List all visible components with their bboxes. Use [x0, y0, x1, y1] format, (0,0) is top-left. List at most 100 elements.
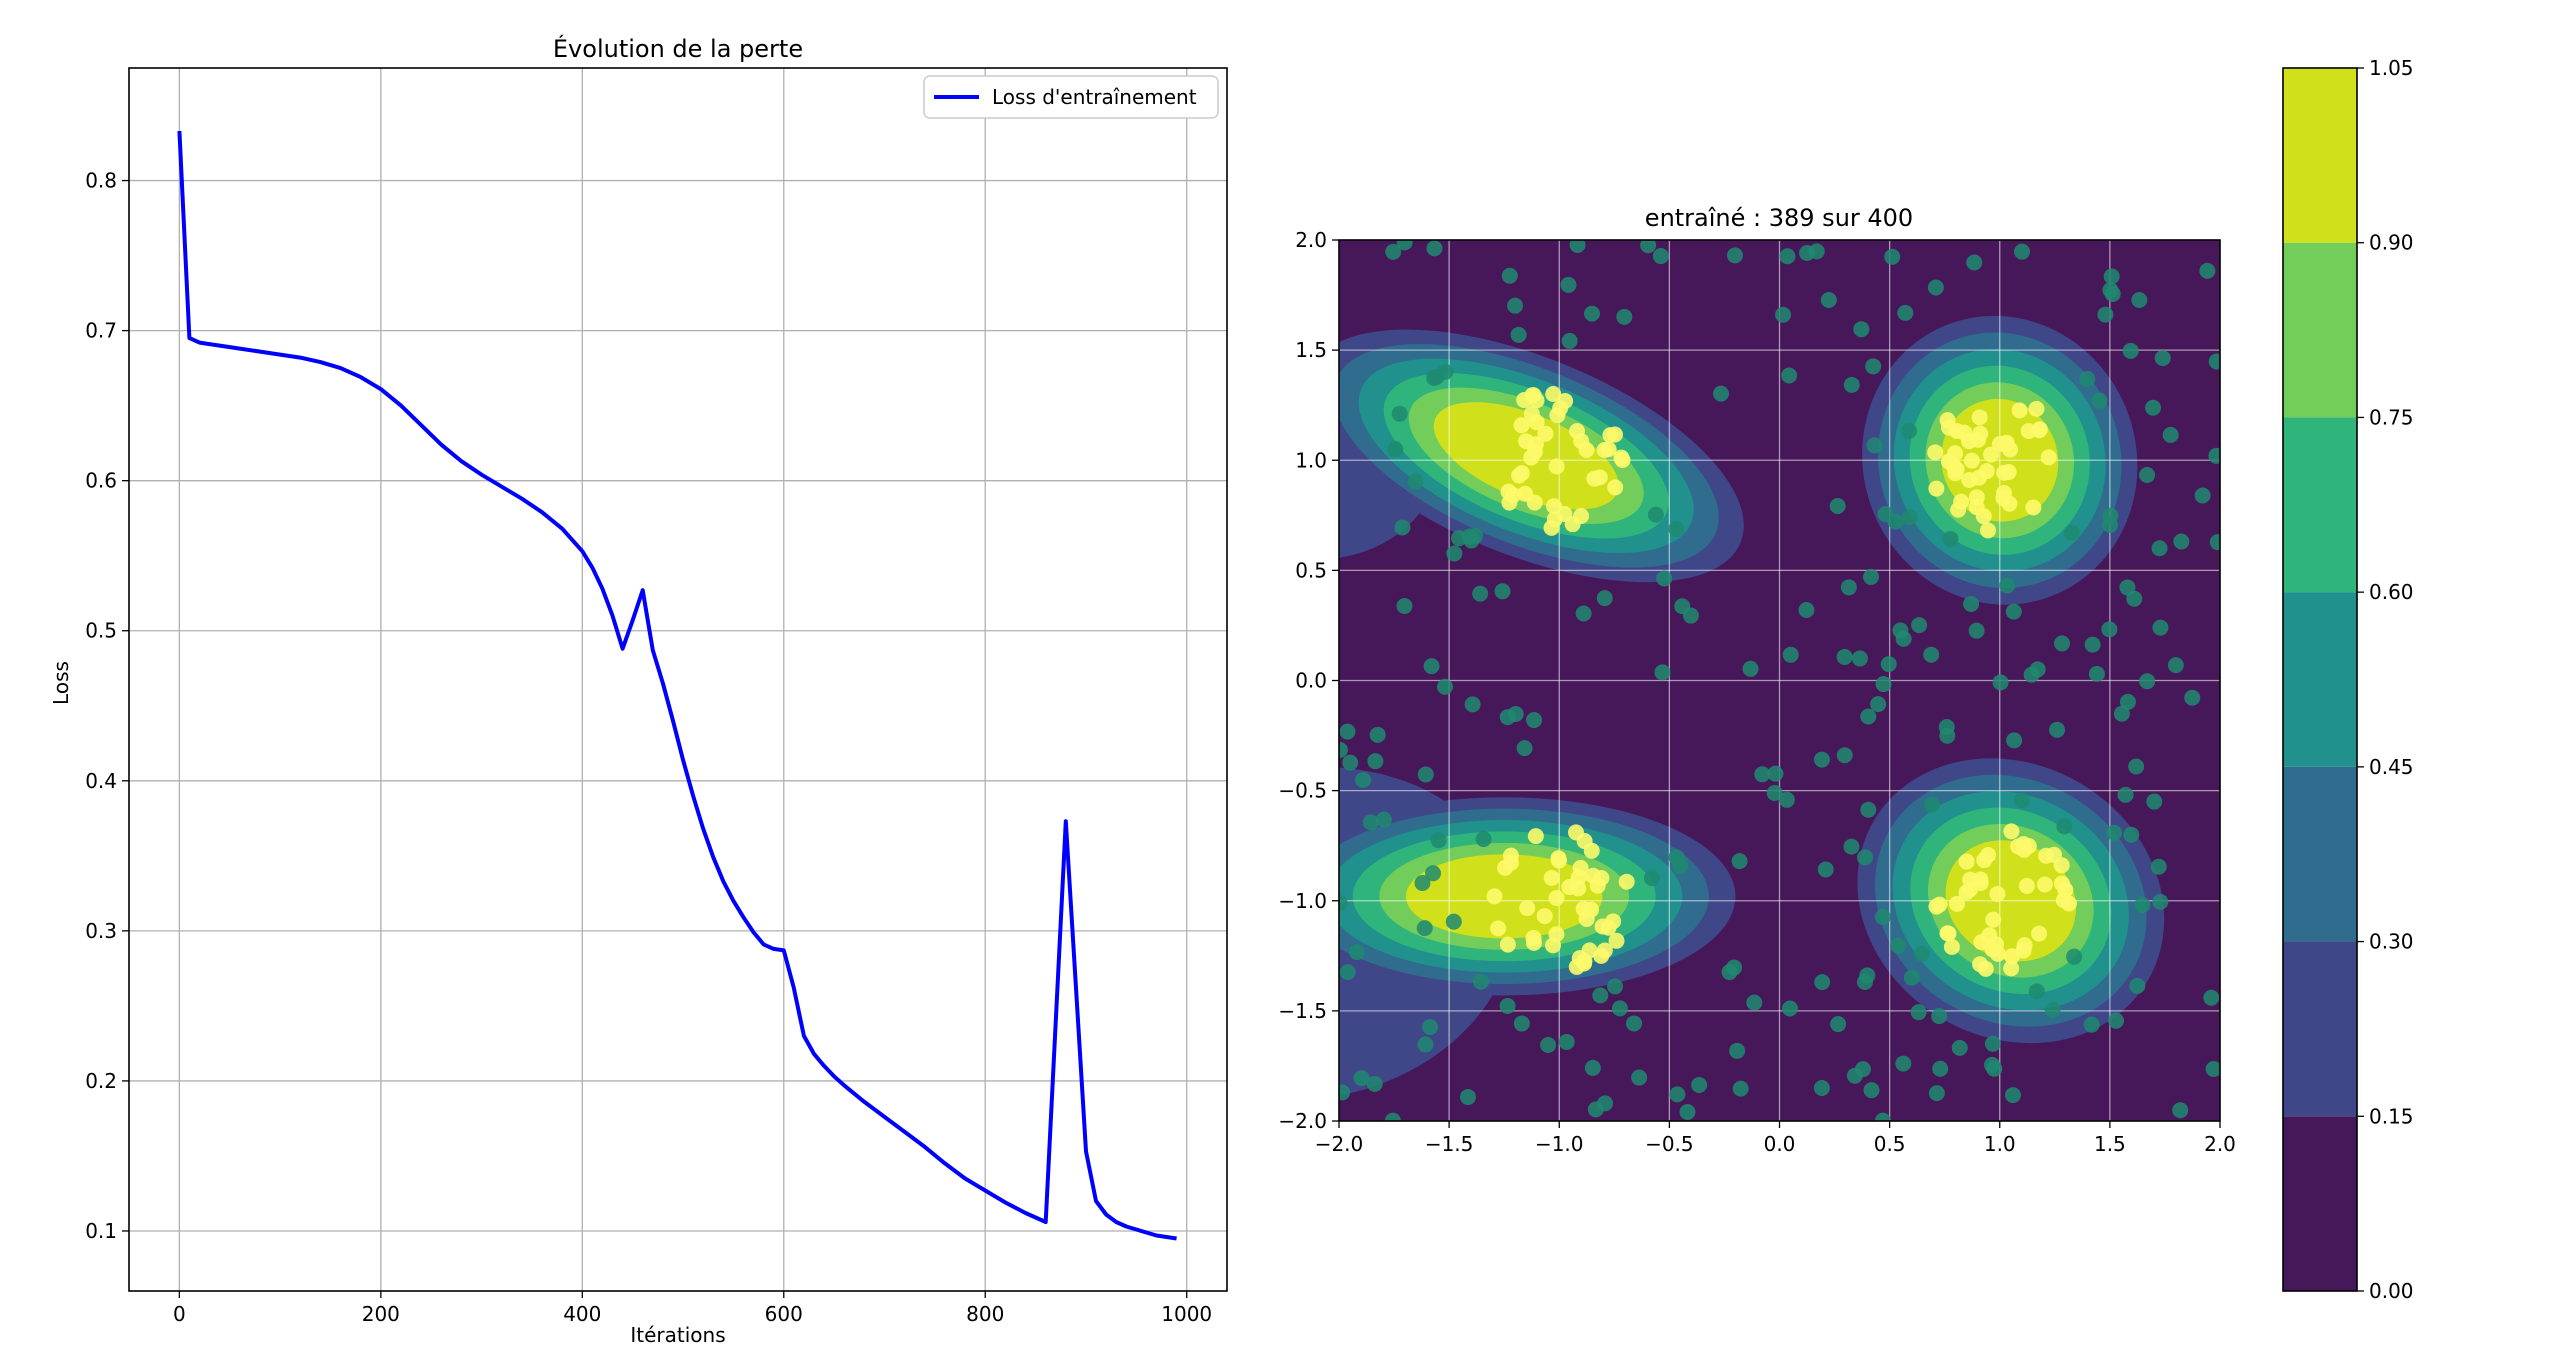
data-point-class-0	[2013, 243, 2030, 260]
data-point-class-1	[1523, 449, 1540, 466]
data-point-class-1	[2003, 960, 2020, 977]
data-point-class-1	[2015, 836, 2032, 853]
data-point-class-0	[1616, 308, 1633, 325]
data-point-class-0	[1391, 405, 1408, 422]
data-point-class-0	[1611, 1000, 1628, 1017]
data-point-class-0	[2083, 1016, 2100, 1033]
data-point-class-0	[1900, 423, 1917, 440]
map-x-tick-label: 2.0	[2204, 1132, 2236, 1156]
data-point-class-0	[1860, 708, 1877, 725]
data-point-class-0	[1669, 1086, 1686, 1103]
data-point-class-0	[1561, 332, 1578, 349]
data-point-class-1	[1970, 469, 1987, 486]
data-point-class-0	[1596, 590, 1613, 607]
data-point-class-1	[1513, 417, 1530, 434]
colorbar-band	[2283, 592, 2357, 767]
data-point-class-0	[2208, 353, 2220, 370]
data-point-class-0	[2088, 665, 2105, 682]
colorbar-band	[2283, 68, 2357, 243]
data-point-class-0	[2146, 793, 2163, 810]
data-point-class-0	[1931, 1008, 1948, 1025]
data-point-class-0	[1846, 1067, 1863, 1084]
data-point-class-0	[1992, 674, 2009, 691]
loss-y-label: Loss	[49, 661, 73, 705]
data-point-class-0	[1903, 969, 1920, 986]
data-point-class-0	[1575, 605, 1592, 622]
loss-y-tick-label: 0.3	[85, 919, 117, 943]
loss-x-tick-label: 200	[362, 1302, 400, 1326]
map-y-tick-label: −0.5	[1278, 779, 1327, 803]
data-point-class-1	[1607, 426, 1624, 443]
data-point-class-0	[1863, 1082, 1880, 1099]
data-point-class-0	[1362, 814, 1379, 831]
data-point-class-0	[1853, 321, 1870, 338]
data-point-class-0	[2209, 534, 2220, 551]
data-point-class-1	[1576, 955, 1593, 972]
data-point-class-0	[1923, 646, 1940, 663]
data-point-class-0	[1499, 997, 1516, 1014]
data-point-class-0	[1814, 974, 1831, 991]
data-point-class-1	[1958, 853, 1975, 870]
data-point-class-0	[2084, 636, 2101, 653]
data-point-class-1	[1985, 911, 2002, 928]
data-point-class-1	[1928, 480, 1945, 497]
data-point-class-0	[1569, 240, 1586, 254]
data-point-class-0	[1339, 723, 1356, 740]
data-point-class-1	[1525, 934, 1542, 951]
data-point-class-0	[1874, 1112, 1891, 1121]
data-point-class-0	[1652, 248, 1669, 265]
data-point-class-0	[1691, 1077, 1708, 1094]
colorbar-frame	[2282, 67, 2358, 1292]
data-point-class-0	[1781, 367, 1798, 384]
data-point-class-0	[1339, 895, 1348, 912]
data-point-class-0	[1526, 712, 1543, 729]
data-point-class-1	[1564, 516, 1581, 533]
data-point-class-1	[1614, 451, 1631, 468]
data-point-class-1	[2040, 449, 2057, 466]
data-point-class-0	[2173, 533, 2190, 550]
map-y-tick-label: 0.5	[1295, 558, 1327, 582]
data-point-class-0	[1942, 531, 1959, 548]
colorbar-band	[2283, 766, 2357, 942]
data-point-class-1	[1593, 947, 1610, 964]
data-point-class-0	[2172, 1102, 2189, 1119]
data-point-class-1	[1948, 422, 1965, 439]
data-point-class-0	[1732, 1080, 1749, 1097]
data-point-class-0	[2203, 989, 2220, 1006]
data-point-class-0	[1540, 1037, 1557, 1054]
data-point-class-0	[2113, 705, 2130, 722]
data-point-class-0	[1472, 973, 1489, 990]
data-point-class-0	[1654, 664, 1671, 681]
data-point-class-0	[2123, 826, 2140, 843]
data-point-class-0	[1369, 726, 1386, 743]
loss-x-tick-label: 0	[173, 1302, 186, 1326]
map-y-tick-label: −1.0	[1278, 889, 1327, 913]
data-point-class-0	[1843, 838, 1860, 855]
data-point-class-0	[2102, 282, 2119, 299]
data-point-class-0	[1781, 1000, 1798, 1017]
data-point-class-0	[1859, 967, 1876, 984]
data-point-class-0	[2004, 1087, 2021, 1104]
data-point-class-0	[2151, 540, 2168, 557]
map-y-tick-label: 2.0	[1295, 228, 1327, 252]
data-point-class-0	[1466, 527, 1483, 544]
colorbar-band	[2283, 1116, 2357, 1291]
data-point-class-1	[1596, 442, 1613, 459]
data-point-class-0	[2154, 350, 2171, 367]
data-point-class-0	[1348, 944, 1365, 961]
data-point-class-0	[2199, 262, 2216, 279]
data-point-class-0	[1712, 385, 1729, 402]
data-point-class-0	[1817, 861, 1834, 878]
data-point-class-0	[1367, 753, 1384, 770]
data-point-class-0	[1407, 473, 1424, 490]
data-point-class-1	[2000, 464, 2017, 481]
data-point-class-0	[1592, 987, 1609, 1004]
loss-x-tick-label: 400	[563, 1302, 601, 1326]
loss-chart: Évolution de la perte 0 200 400 600 800 1000 …	[49, 34, 1228, 1347]
data-point-class-0	[1836, 648, 1853, 665]
data-point-class-0	[1742, 660, 1759, 677]
data-point-class-1	[1991, 435, 2008, 452]
loss-x-tick-label: 800	[966, 1302, 1004, 1326]
data-point-class-1	[1578, 441, 1595, 458]
